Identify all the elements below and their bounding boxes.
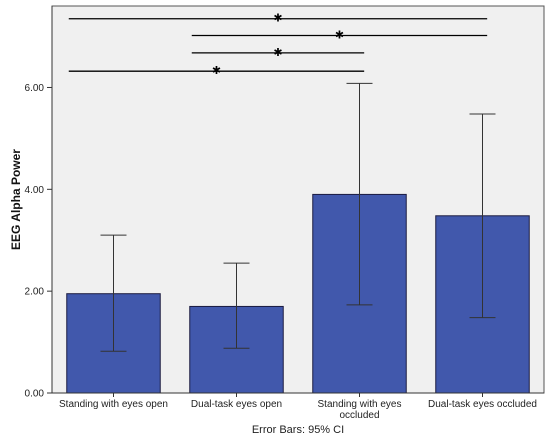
x-category-label: Dual-task eyes occluded bbox=[428, 399, 537, 410]
significance-star: ✱ bbox=[273, 12, 282, 25]
x-category-label: Dual-task eyes open bbox=[191, 399, 282, 410]
y-tick-label: 4.00 bbox=[25, 185, 45, 196]
x-category-label: occluded bbox=[339, 410, 379, 421]
significance-star: ✱ bbox=[335, 29, 344, 42]
y-axis-label: EEG Alpha Power bbox=[9, 149, 23, 250]
x-category-label: Standing with eyes open bbox=[59, 399, 168, 410]
y-tick-label: 2.00 bbox=[25, 287, 45, 298]
bars-group bbox=[66, 193, 530, 394]
error-bars-footnote: Error Bars: 95% CI bbox=[252, 424, 344, 436]
y-tick-label: 6.00 bbox=[25, 83, 45, 94]
y-axis: 0.00 2.00 4.00 6.00 bbox=[25, 6, 53, 400]
significance-star: ✱ bbox=[273, 46, 282, 59]
y-tick-label: 0.00 bbox=[25, 389, 45, 400]
x-category-label: Standing with eyes bbox=[318, 399, 402, 410]
significance-star: ✱ bbox=[212, 64, 221, 77]
x-axis-categories: Standing with eyes open Dual-task eyes op… bbox=[52, 392, 544, 421]
error-bars-group bbox=[100, 82, 496, 352]
significance-brackets-group: ✱ ✱ ✱ ✱ bbox=[68, 12, 488, 77]
